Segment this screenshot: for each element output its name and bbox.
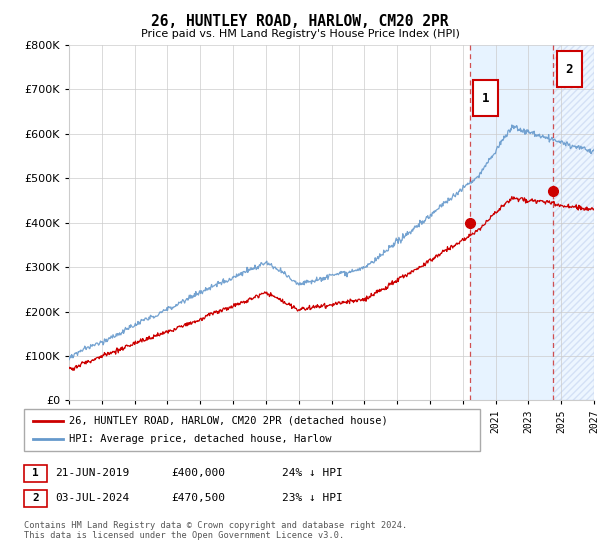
Text: 1: 1 [32,468,39,478]
Text: 24% ↓ HPI: 24% ↓ HPI [282,468,343,478]
Text: 23% ↓ HPI: 23% ↓ HPI [282,493,343,503]
Bar [557,52,581,87]
Text: 26, HUNTLEY ROAD, HARLOW, CM20 2PR: 26, HUNTLEY ROAD, HARLOW, CM20 2PR [151,14,449,29]
Text: 1: 1 [482,92,490,105]
Text: 2: 2 [566,63,573,76]
Text: HPI: Average price, detached house, Harlow: HPI: Average price, detached house, Harl… [69,434,331,444]
Text: £470,500: £470,500 [171,493,225,503]
Bar [553,45,594,400]
Text: 2: 2 [32,493,39,503]
Bar [470,45,553,400]
Text: 26, HUNTLEY ROAD, HARLOW, CM20 2PR (detached house): 26, HUNTLEY ROAD, HARLOW, CM20 2PR (deta… [69,416,388,426]
Text: Contains HM Land Registry data © Crown copyright and database right 2024.
This d: Contains HM Land Registry data © Crown c… [24,521,407,540]
Text: 21-JUN-2019: 21-JUN-2019 [55,468,130,478]
Text: £400,000: £400,000 [171,468,225,478]
Text: 03-JUL-2024: 03-JUL-2024 [55,493,130,503]
Text: Price paid vs. HM Land Registry's House Price Index (HPI): Price paid vs. HM Land Registry's House … [140,29,460,39]
Bar [473,81,498,116]
